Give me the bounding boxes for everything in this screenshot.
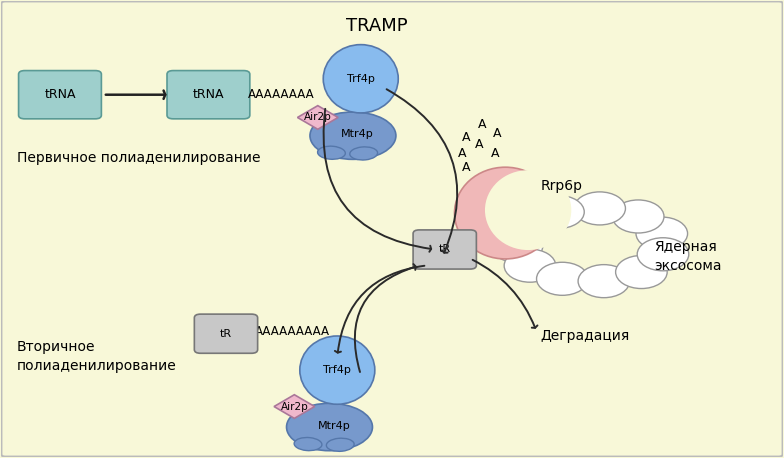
Text: Mtr4p: Mtr4p bbox=[341, 130, 374, 140]
Ellipse shape bbox=[492, 229, 543, 262]
Text: Mtr4p: Mtr4p bbox=[318, 421, 350, 431]
Text: Первичное полиаденилирование: Первичное полиаденилирование bbox=[17, 152, 260, 165]
Text: A: A bbox=[477, 118, 486, 131]
Text: Trf4p: Trf4p bbox=[323, 365, 351, 375]
FancyBboxPatch shape bbox=[194, 314, 258, 353]
Text: TRAMP: TRAMP bbox=[346, 17, 407, 35]
Ellipse shape bbox=[299, 336, 375, 404]
Ellipse shape bbox=[636, 217, 688, 250]
Text: A: A bbox=[475, 138, 484, 151]
Ellipse shape bbox=[637, 238, 689, 271]
Ellipse shape bbox=[504, 249, 556, 282]
Text: A: A bbox=[458, 147, 466, 160]
Ellipse shape bbox=[615, 256, 667, 289]
Ellipse shape bbox=[286, 403, 372, 451]
Ellipse shape bbox=[574, 192, 626, 225]
FancyBboxPatch shape bbox=[167, 71, 250, 119]
Ellipse shape bbox=[485, 170, 572, 250]
Text: AAAAAAAAA: AAAAAAAAA bbox=[256, 325, 330, 338]
Text: tRNA: tRNA bbox=[44, 88, 76, 101]
Text: AAAAAAAA: AAAAAAAA bbox=[248, 88, 314, 101]
Text: A: A bbox=[493, 127, 502, 140]
Text: tR: tR bbox=[220, 329, 232, 339]
Polygon shape bbox=[274, 395, 314, 418]
Ellipse shape bbox=[310, 112, 396, 159]
Text: tRNA: tRNA bbox=[193, 88, 224, 101]
Text: Air2p: Air2p bbox=[304, 113, 332, 122]
Ellipse shape bbox=[323, 44, 398, 113]
Text: Вторичное
полиаденилирование: Вторичное полиаденилирование bbox=[17, 340, 176, 373]
Ellipse shape bbox=[536, 262, 588, 295]
Text: A: A bbox=[491, 147, 499, 160]
Text: A: A bbox=[462, 131, 470, 144]
Ellipse shape bbox=[326, 438, 354, 451]
Text: Деградация: Деградация bbox=[540, 329, 630, 343]
FancyBboxPatch shape bbox=[413, 230, 477, 269]
Ellipse shape bbox=[318, 146, 345, 159]
Text: A: A bbox=[462, 161, 470, 174]
Text: Trf4p: Trf4p bbox=[347, 74, 375, 84]
Text: Rrp6p: Rrp6p bbox=[540, 179, 583, 193]
Ellipse shape bbox=[532, 196, 584, 229]
Ellipse shape bbox=[294, 437, 322, 451]
Ellipse shape bbox=[350, 147, 378, 160]
Text: Ядерная
эксосома: Ядерная эксосома bbox=[654, 240, 721, 273]
Ellipse shape bbox=[455, 167, 556, 259]
Polygon shape bbox=[297, 106, 338, 129]
FancyBboxPatch shape bbox=[19, 71, 101, 119]
Text: tR: tR bbox=[439, 245, 451, 255]
Ellipse shape bbox=[612, 200, 664, 233]
Ellipse shape bbox=[502, 209, 554, 242]
Ellipse shape bbox=[578, 265, 630, 298]
Text: Air2p: Air2p bbox=[281, 402, 308, 412]
